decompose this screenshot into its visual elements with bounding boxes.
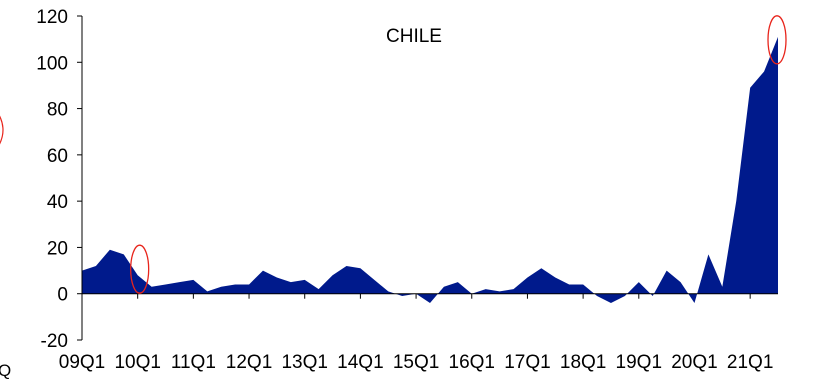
series-area (82, 36, 778, 303)
x-tick-label: 13Q1 (281, 352, 327, 373)
annotation-layer (130, 15, 787, 294)
y-tick-label: 0 (57, 285, 68, 306)
x-tick-label: 09Q1 (59, 352, 105, 373)
chart-title: CHILE (386, 26, 442, 47)
x-tick-label: 15Q1 (393, 352, 439, 373)
x-tick-label: 16Q1 (449, 352, 495, 373)
highlight-ellipse (130, 244, 150, 294)
y-tick-label: 60 (47, 146, 68, 167)
x-tick-label: 17Q1 (504, 352, 550, 373)
x-tick-label: 21Q1 (727, 352, 773, 373)
y-tick-label: 20 (47, 238, 68, 259)
y-tick-label: 40 (47, 192, 68, 213)
cropped-edge-label: Q (0, 361, 12, 380)
axes-layer (81, 16, 778, 340)
x-axis-ticks: 09Q1 10Q1 11Q1 12Q1 13Q1 14Q1 15Q1 16Q1 17Q1 18Q1… (59, 293, 773, 373)
y-tick-label: 80 (47, 100, 68, 121)
cropped-annotation-arc (0, 115, 4, 145)
x-tick-label: 14Q1 (337, 352, 383, 373)
x-tick-label: 18Q1 (560, 352, 606, 373)
y-tick-label: 120 (36, 7, 68, 28)
x-tick-label: 20Q1 (671, 352, 717, 373)
x-tick-label: 12Q1 (226, 352, 272, 373)
x-tick-label: 10Q1 (114, 352, 160, 373)
x-tick-label: 11Q1 (171, 352, 216, 373)
x-tick-label: 19Q1 (616, 352, 662, 373)
y-tick-label: 100 (36, 53, 68, 74)
y-axis-ticks: -20 0 20 40 60 80 100 120 (36, 7, 82, 352)
highlight-ellipse (767, 15, 787, 65)
series-layer (82, 36, 778, 303)
y-tick-label: -20 (41, 331, 68, 352)
